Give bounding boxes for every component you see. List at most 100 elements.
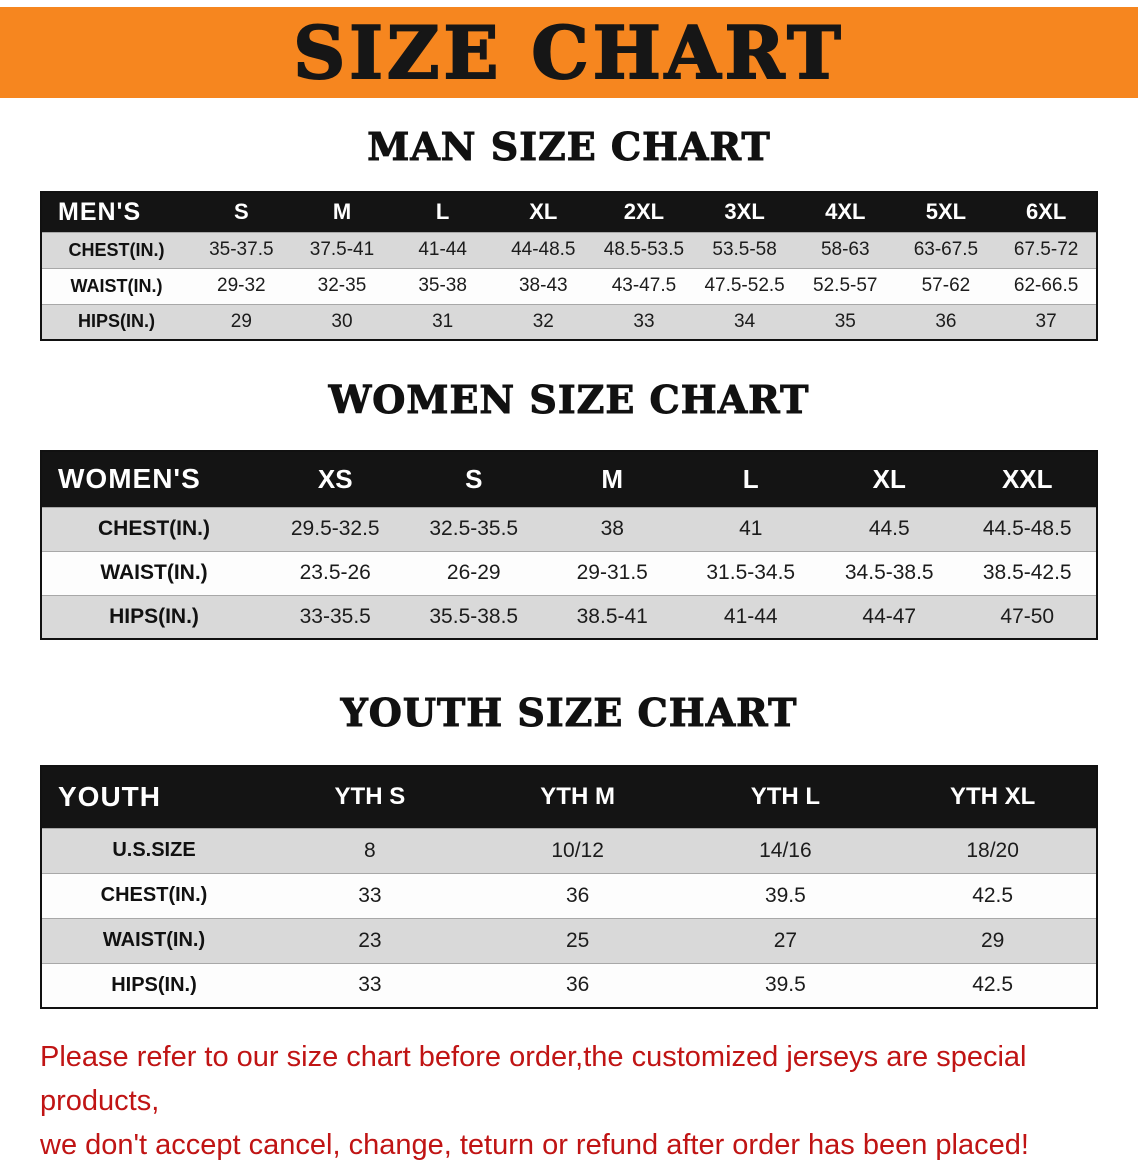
size-value-cell: 38-43 bbox=[518, 275, 568, 296]
size-value-cell: 38 bbox=[600, 517, 624, 540]
size-value-cell: 36 bbox=[565, 883, 590, 907]
size-value-cell: 43-47.5 bbox=[611, 275, 677, 296]
size-value-cell: 44.5 bbox=[868, 517, 910, 540]
size-value-cell: 57-62 bbox=[921, 275, 971, 296]
size-value-cell: 23 bbox=[358, 928, 382, 952]
youth-size-table: YOUTH YTH S YTH M YTH L YTH XL U.S.SIZE 8 10/12… bbox=[40, 765, 1098, 1009]
size-value-cell: 41 bbox=[739, 517, 763, 540]
size-value-cell: 8 bbox=[364, 838, 376, 862]
size-value-cell: 10/12 bbox=[551, 838, 604, 862]
row-label: HIPS(IN.) bbox=[111, 973, 197, 996]
table-corner-label: YOUTH bbox=[58, 781, 161, 813]
youth-size-section: YOUTH SIZE CHART YOUTH YTH S YTH M YTH L YTH… bbox=[0, 690, 1138, 1009]
size-column-header: M bbox=[332, 199, 352, 225]
size-column-header: L bbox=[742, 463, 759, 494]
size-value-cell: 26-29 bbox=[446, 561, 501, 584]
size-value-cell: 33 bbox=[358, 973, 382, 997]
size-value-cell: 36 bbox=[565, 973, 590, 997]
table-row: WAIST(IN.) 29-32 32-35 35-38 38-43 43-47.5 47.… bbox=[41, 268, 1097, 304]
table-row: CHEST(IN.) 35-37.5 37.5-41 41-44 44-48.5 48.5… bbox=[41, 232, 1097, 268]
size-value-cell: 36 bbox=[935, 310, 957, 332]
disclaimer: Please refer to our size chart before or… bbox=[40, 1035, 1100, 1167]
size-value-cell: 35.5-38.5 bbox=[429, 604, 519, 628]
size-column-header: 4XL bbox=[825, 199, 866, 225]
table-row: WAIST(IN.) 23.5-26 26-29 29-31.5 31.5-34.5 34… bbox=[41, 551, 1097, 595]
size-value-cell: 14/16 bbox=[759, 838, 812, 862]
table-row: WAIST(IN.) 23 25 27 29 bbox=[41, 918, 1097, 963]
size-value-cell: 47-50 bbox=[1000, 604, 1055, 628]
row-label: WAIST(IN.) bbox=[70, 275, 163, 296]
size-value-cell: 33 bbox=[633, 310, 655, 332]
size-value-cell: 34 bbox=[734, 310, 756, 332]
size-value-cell: 39.5 bbox=[764, 883, 806, 907]
size-column-header: S bbox=[465, 463, 483, 494]
table-header-row: YOUTH YTH S YTH M YTH L YTH XL bbox=[41, 766, 1097, 828]
size-value-cell: 31.5-34.5 bbox=[706, 561, 796, 584]
table-row: HIPS(IN.) 33 36 39.5 42.5 bbox=[41, 963, 1097, 1008]
size-value-cell: 62-66.5 bbox=[1013, 275, 1079, 296]
disclaimer-line-2: we don't accept cancel, change, teturn o… bbox=[40, 1129, 1029, 1161]
size-value-cell: 53.5-58 bbox=[712, 239, 777, 260]
table-corner-label: MEN'S bbox=[58, 197, 142, 226]
size-column-header: L bbox=[435, 199, 450, 225]
size-value-cell: 37 bbox=[1035, 310, 1057, 332]
size-column-header: XL bbox=[529, 199, 558, 225]
men-section-heading: MAN SIZE CHART bbox=[367, 124, 771, 170]
size-value-cell: 38.5-41 bbox=[576, 604, 648, 628]
size-value-cell: 35-38 bbox=[418, 275, 467, 296]
table-row: HIPS(IN.) 29 30 31 32 33 34 35 36 37 bbox=[41, 304, 1097, 340]
size-value-cell: 29.5-32.5 bbox=[290, 517, 380, 540]
women-size-section: WOMEN SIZE CHART WOMEN'S XS S M L XL XXL CHEST(… bbox=[0, 377, 1138, 640]
men-size-section: MAN SIZE CHART MEN'S S M L XL 2XL 3XL 4XL 5XL 6XL… bbox=[0, 124, 1138, 341]
banner: SIZE CHART bbox=[0, 7, 1138, 98]
size-value-cell: 25 bbox=[565, 928, 590, 952]
size-column-header: YTH L bbox=[750, 783, 821, 811]
size-value-cell: 32 bbox=[532, 310, 554, 332]
size-value-cell: 23.5-26 bbox=[299, 561, 371, 584]
size-column-header: 3XL bbox=[724, 199, 765, 225]
size-chart-page: SIZE CHART MAN SIZE CHART MEN'S S M L XL 2XL 3… bbox=[0, 7, 1138, 1161]
size-value-cell: 39.5 bbox=[764, 973, 806, 997]
size-value-cell: 48.5-53.5 bbox=[603, 239, 685, 260]
row-label: WAIST(IN.) bbox=[100, 561, 208, 584]
youth-section-heading: YOUTH SIZE CHART bbox=[340, 690, 798, 736]
size-value-cell: 38.5-42.5 bbox=[982, 561, 1072, 584]
disclaimer-line-1: Please refer to our size chart before or… bbox=[40, 1041, 1027, 1117]
table-header-row: WOMEN'S XS S M L XL XXL bbox=[41, 451, 1097, 507]
men-size-table: MEN'S S M L XL 2XL 3XL 4XL 5XL 6XL CHEST(IN.) 35-37… bbox=[40, 191, 1098, 341]
size-value-cell: 30 bbox=[331, 310, 353, 332]
size-column-header: XXL bbox=[1001, 463, 1053, 494]
size-column-header: 5XL bbox=[925, 199, 967, 225]
size-value-cell: 35-37.5 bbox=[209, 239, 274, 260]
size-value-cell: 34.5-38.5 bbox=[844, 561, 934, 584]
size-column-header: XL bbox=[872, 463, 906, 494]
row-label: CHEST(IN.) bbox=[98, 517, 210, 540]
size-value-cell: 47.5-52.5 bbox=[704, 275, 785, 296]
size-value-cell: 29-31.5 bbox=[576, 561, 648, 584]
size-column-header: XS bbox=[317, 463, 353, 494]
size-value-cell: 42.5 bbox=[972, 973, 1014, 997]
size-value-cell: 52.5-57 bbox=[813, 275, 878, 296]
size-value-cell: 44-48.5 bbox=[511, 239, 576, 260]
row-label: CHEST(IN.) bbox=[68, 239, 165, 260]
size-value-cell: 18/20 bbox=[966, 838, 1019, 862]
size-value-cell: 67.5-72 bbox=[1013, 239, 1079, 260]
row-label: WAIST(IN.) bbox=[102, 929, 206, 951]
row-label: CHEST(IN.) bbox=[100, 884, 208, 906]
table-corner-label: WOMEN'S bbox=[58, 463, 201, 495]
page-title: SIZE CHART bbox=[292, 9, 845, 95]
size-value-cell: 29 bbox=[230, 310, 252, 332]
table-row: U.S.SIZE 8 10/12 14/16 18/20 bbox=[41, 828, 1097, 873]
women-section-heading: WOMEN SIZE CHART bbox=[328, 377, 810, 423]
size-column-header: 2XL bbox=[623, 199, 665, 225]
size-column-header: YTH XL bbox=[949, 783, 1036, 811]
size-value-cell: 33 bbox=[358, 883, 382, 907]
size-value-cell: 29 bbox=[980, 928, 1005, 952]
table-header-row: MEN'S S M L XL 2XL 3XL 4XL 5XL 6XL bbox=[41, 192, 1097, 232]
size-column-header: M bbox=[601, 463, 624, 494]
size-value-cell: 32.5-35.5 bbox=[429, 517, 519, 540]
size-column-header: 6XL bbox=[1025, 199, 1067, 225]
size-value-cell: 35 bbox=[834, 310, 856, 332]
size-value-cell: 44-47 bbox=[862, 604, 917, 628]
size-value-cell: 33-35.5 bbox=[299, 604, 371, 628]
